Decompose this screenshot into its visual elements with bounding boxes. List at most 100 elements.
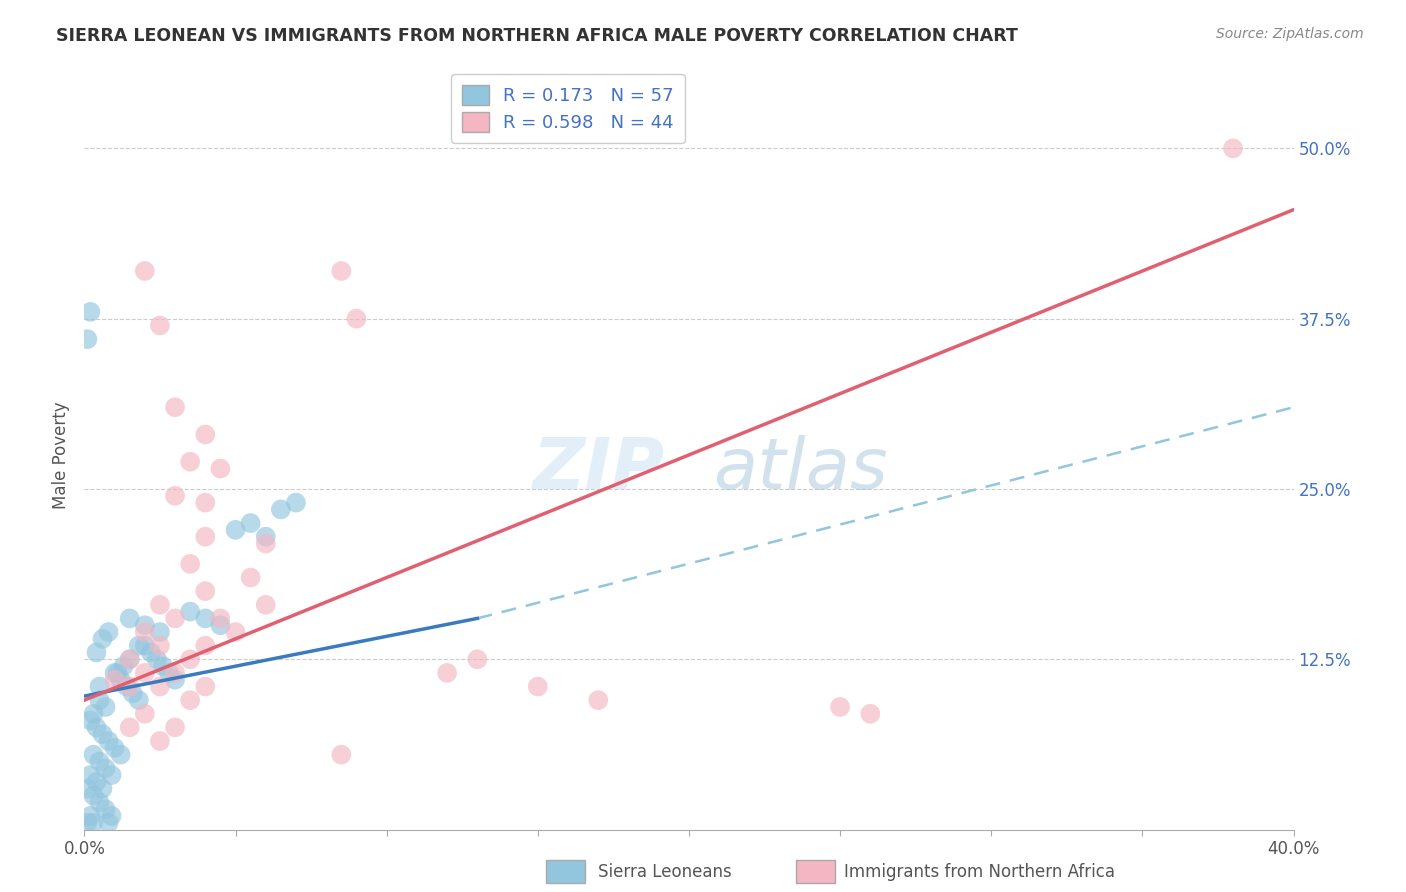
Point [97, 815, 120, 830]
Point [239, 516, 262, 530]
Point [79, 809, 101, 823]
Point [76, 781, 98, 796]
Point [285, 495, 308, 509]
Text: ZIP: ZIP [533, 435, 665, 504]
Point [76, 332, 98, 346]
Point [467, 652, 489, 666]
Point [118, 720, 141, 734]
Point [91, 781, 114, 796]
Point [1222, 141, 1244, 155]
Point [97, 734, 120, 748]
Point [149, 598, 172, 612]
Point [82, 789, 104, 803]
Point [830, 700, 852, 714]
Point [94, 802, 117, 816]
Point [121, 686, 143, 700]
Point [134, 665, 156, 680]
Point [859, 706, 882, 721]
Point [165, 489, 187, 503]
Point [110, 747, 132, 762]
Point [346, 311, 368, 326]
Point [146, 652, 169, 666]
Point [100, 809, 122, 823]
Point [86, 775, 108, 789]
Point [128, 639, 150, 653]
Point [94, 700, 117, 714]
Point [76, 815, 98, 830]
Point [94, 761, 117, 775]
Point [194, 639, 217, 653]
Point [91, 727, 114, 741]
Point [149, 625, 172, 640]
Point [79, 305, 101, 319]
Point [79, 714, 101, 728]
Point [254, 598, 277, 612]
Point [91, 632, 114, 646]
Point [118, 611, 141, 625]
Point [254, 536, 277, 550]
Point [225, 523, 247, 537]
Point [89, 693, 111, 707]
Point [194, 495, 217, 509]
Point [86, 645, 108, 659]
Point [179, 605, 201, 619]
Point [100, 768, 122, 782]
Y-axis label: Male Poverty: Male Poverty [52, 401, 70, 508]
Text: Source: ZipAtlas.com: Source: ZipAtlas.com [1216, 27, 1364, 41]
Point [165, 720, 187, 734]
Point [134, 264, 156, 278]
Point [112, 659, 135, 673]
Point [128, 693, 150, 707]
Point [149, 734, 172, 748]
Point [79, 768, 101, 782]
Point [104, 665, 127, 680]
Point [89, 755, 111, 769]
Point [239, 570, 262, 584]
Point [527, 680, 550, 694]
Point [194, 584, 217, 599]
Point [152, 659, 174, 673]
Point [89, 680, 111, 694]
Point [149, 680, 172, 694]
Point [134, 625, 156, 640]
Point [209, 611, 232, 625]
Point [194, 680, 217, 694]
Point [225, 625, 247, 640]
Point [209, 618, 232, 632]
Point [165, 673, 187, 687]
Point [436, 665, 458, 680]
Point [134, 618, 156, 632]
Legend: R = 0.173   N = 57, R = 0.598   N = 44: R = 0.173 N = 57, R = 0.598 N = 44 [451, 74, 685, 143]
Point [82, 706, 104, 721]
Point [209, 461, 232, 475]
Point [82, 747, 104, 762]
Point [115, 680, 138, 694]
Point [110, 673, 132, 687]
Point [330, 747, 353, 762]
Point [165, 401, 187, 415]
Text: atlas: atlas [713, 435, 887, 504]
Point [588, 693, 610, 707]
Point [139, 645, 162, 659]
Point [104, 673, 127, 687]
Point [179, 557, 201, 571]
Point [179, 455, 201, 469]
Point [107, 665, 129, 680]
Point [179, 652, 201, 666]
Point [86, 720, 108, 734]
Point [118, 652, 141, 666]
Point [194, 530, 217, 544]
Text: Immigrants from Northern Africa: Immigrants from Northern Africa [844, 863, 1115, 881]
Point [97, 625, 120, 640]
Point [254, 530, 277, 544]
Point [118, 680, 141, 694]
Point [194, 427, 217, 442]
Point [157, 665, 180, 680]
Point [82, 815, 104, 830]
Point [330, 264, 353, 278]
Point [104, 740, 127, 755]
Point [118, 652, 141, 666]
Point [270, 502, 292, 516]
Point [149, 318, 172, 333]
Text: SIERRA LEONEAN VS IMMIGRANTS FROM NORTHERN AFRICA MALE POVERTY CORRELATION CHART: SIERRA LEONEAN VS IMMIGRANTS FROM NORTHE… [56, 27, 1018, 45]
